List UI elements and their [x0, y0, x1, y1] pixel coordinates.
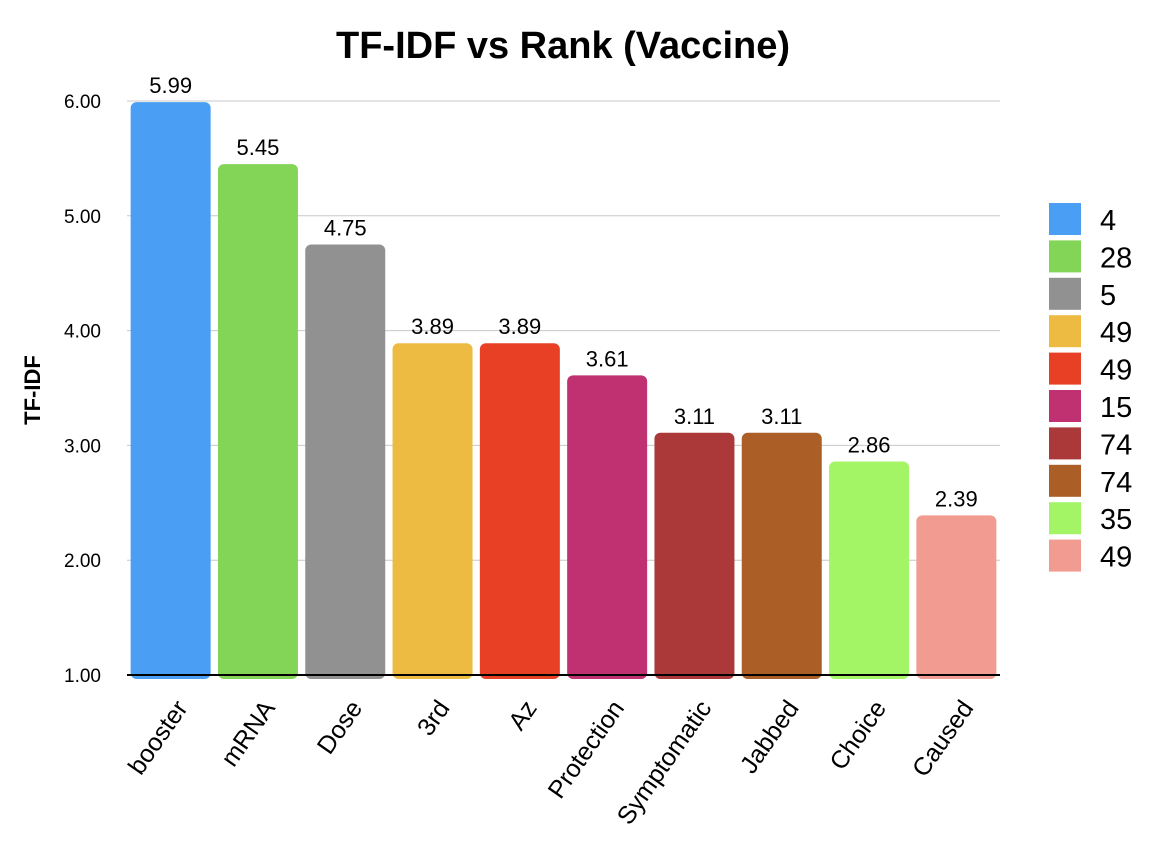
legend-label: 49 [1100, 542, 1132, 574]
legend-swatch [1049, 464, 1081, 497]
data-label: 3.89 [411, 314, 454, 339]
legend-swatch [1049, 277, 1081, 310]
legend-label: 49 [1100, 317, 1132, 349]
y-tick-label: 1.00 [64, 666, 101, 687]
bar-caused [916, 515, 997, 679]
y-axis-label: TF-IDF [20, 355, 45, 425]
legend-swatch [1049, 502, 1081, 535]
data-label: 5.99 [149, 73, 192, 98]
data-label: 3.11 [761, 404, 802, 429]
legend-swatch [1049, 315, 1081, 348]
data-labels: 5.99 5.45 4.75 3.89 3.89 3.61 3.11 3.11 2.86 2.39 [149, 73, 978, 511]
x-tick-label: Symptomatic [612, 695, 718, 829]
bar-jabbed [741, 432, 822, 679]
legend-swatch [1049, 427, 1081, 460]
legend: 4 28 5 49 49 15 74 74 35 49 [1049, 203, 1132, 574]
x-tick-label: booster [123, 695, 194, 779]
x-axis-categories: booster mRNA Dose 3rd Az ProtectionSymptomati… [123, 695, 979, 830]
bar-mrna [217, 164, 298, 679]
data-label: 2.39 [935, 486, 978, 511]
y-tick-label: 6.00 [64, 92, 101, 113]
data-label: 2.86 [848, 432, 891, 457]
legend-label: 15 [1100, 392, 1132, 424]
legend-label: 74 [1100, 429, 1132, 461]
x-tick-label: Protection [543, 695, 630, 803]
y-tick-label: 4.00 [64, 322, 101, 343]
data-label: 5.45 [237, 135, 280, 160]
y-tick-label: 2.00 [64, 551, 101, 572]
x-tick-label: mRNA [216, 695, 281, 772]
x-tick-label: 3rd [412, 695, 456, 741]
bar-3rd [392, 343, 473, 679]
data-label: 3.11 [674, 404, 715, 429]
legend-label: 74 [1100, 467, 1132, 499]
x-tick-label: Az [503, 695, 543, 735]
x-tick-label: Dose [312, 695, 368, 759]
y-tick-label: 3.00 [64, 436, 101, 457]
x-tick-label: Caused [907, 695, 979, 782]
data-label: 3.61 [586, 346, 629, 371]
legend-swatch [1049, 539, 1081, 572]
data-label: 3.89 [498, 314, 541, 339]
chart-title: TF-IDF vs Rank (Vaccine) [336, 25, 790, 67]
legend-label: 28 [1100, 242, 1132, 274]
bar-booster [130, 102, 211, 679]
legend-label: 5 [1100, 280, 1116, 312]
legend-swatch [1049, 390, 1081, 422]
legend-swatch [1049, 352, 1081, 385]
bar-dose [305, 244, 386, 679]
legend-label: 4 [1100, 205, 1116, 237]
bar-protection [567, 375, 648, 679]
legend-swatch [1049, 203, 1081, 235]
bars [130, 102, 997, 679]
x-tick-label: Jabbed [735, 695, 805, 778]
legend-swatch [1049, 240, 1081, 273]
data-label: 4.75 [324, 216, 367, 241]
legend-label: 49 [1100, 355, 1132, 387]
bar-symptomatic [654, 432, 735, 679]
x-tick-label: Choice [824, 695, 892, 775]
y-tick-label: 5.00 [64, 207, 101, 228]
bar-az [479, 343, 560, 679]
bar-choice [829, 461, 910, 679]
legend-label: 35 [1100, 504, 1132, 536]
y-axis-ticks: 1.00 2.00 3.00 4.00 5.00 6.00 [64, 92, 101, 687]
